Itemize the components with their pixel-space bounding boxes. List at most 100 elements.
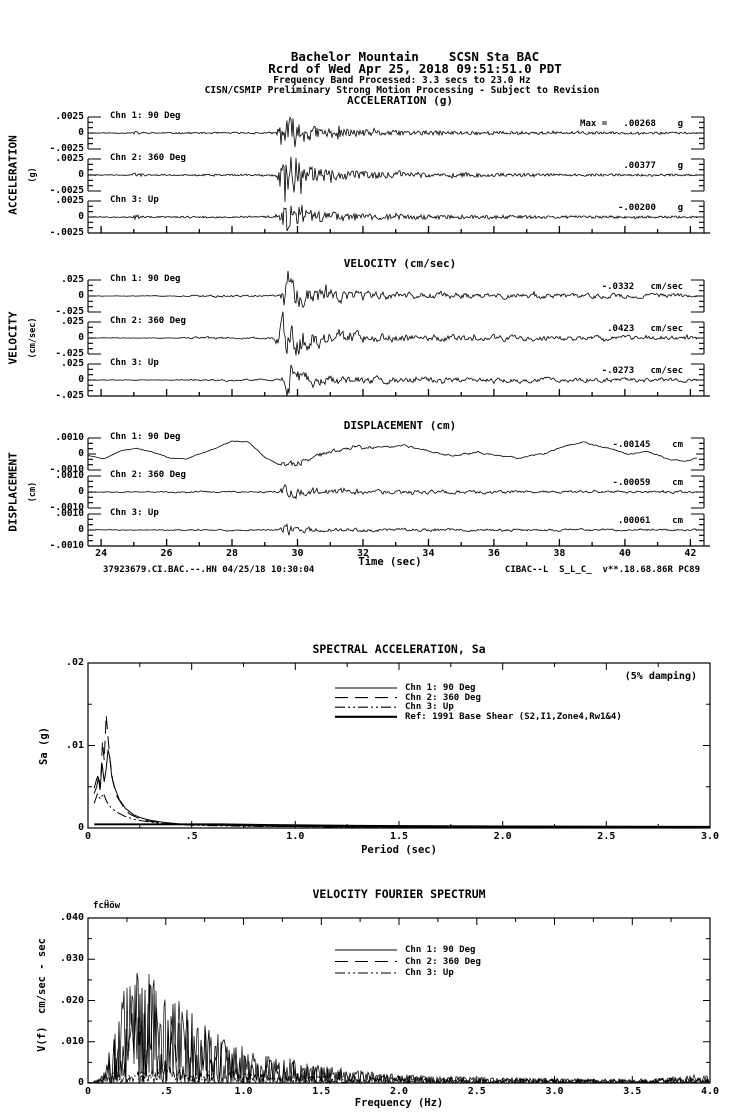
sa-legend-label-2: Chn 2: 360 Deg [405, 692, 481, 703]
acceleration-ch1-ytick-bottom: -.0025 [49, 143, 84, 154]
time-tick-label-26: 26 [160, 548, 173, 559]
fourier-xtick-1.5: 1.5 [312, 1086, 331, 1097]
velocity-ch3-channel-label: Chn 3: Up [110, 358, 159, 368]
fourier-xtick-3.0: 3.0 [545, 1086, 564, 1097]
displacement-ch2-right-axis-bracket [691, 475, 705, 509]
displacement-ch2-ytick-bottom: -.0010 [49, 502, 84, 513]
fc-cutoff-annotation: fcḦöw [93, 901, 121, 911]
acceleration-ch1-peak-annotation: Max = .00268 g [580, 119, 683, 129]
time-tick-label-28: 28 [226, 548, 239, 559]
side-units-velocity: (cm/sec) [27, 317, 38, 359]
damping-note: (5% damping) [624, 671, 697, 682]
fourier-ytick-0: 0 [77, 1077, 84, 1088]
sa-x-axis-label: Period (sec) [361, 844, 437, 856]
velocity-ch3-trace [87, 364, 698, 397]
acceleration-ch2-peak-annotation: .00377 g [623, 161, 683, 171]
displacement-ch2-peak-annotation: -.00059 cm [612, 478, 683, 488]
fourier-spectrum-chn-3-up [88, 1064, 710, 1085]
time-tick-label-42: 42 [684, 548, 697, 559]
sa-xtick-.5: .5 [185, 831, 198, 842]
displacement-ch3-ytick-top: .0010 [55, 508, 84, 519]
velocity-ch1-ytick-top: .025 [61, 274, 84, 285]
fourier-xtick-2.5: 2.5 [467, 1086, 486, 1097]
sa-xtick-1.5: 1.5 [389, 831, 409, 842]
side-label-displacement: DISPLACEMENT [6, 452, 20, 532]
velocity-ch3-ytick-top: .025 [61, 358, 84, 369]
displacement-ch1-ytick-zero: 0 [78, 448, 84, 459]
panel-title-acceleration: ACCELERATION (g) [347, 94, 453, 107]
sa-curve-ch1 [93, 749, 711, 828]
acceleration-ch3-right-axis-bracket [691, 200, 705, 234]
fourier-ytick-.010: .010 [59, 1035, 84, 1047]
acceleration-ch1-trace [87, 116, 698, 148]
fourier-legend-label-2: Chn 2: 360 Deg [405, 956, 481, 967]
time-tick-label-40: 40 [618, 548, 631, 559]
displacement-ch1-trace [87, 440, 698, 467]
sa-xtick-2.0: 2.0 [493, 831, 512, 842]
acceleration-ch3-channel-label: Chn 3: Up [110, 195, 159, 205]
acceleration-ch2-ytick-top: .0025 [55, 153, 84, 164]
acceleration-ch3-peak-annotation: -.00200 g [617, 203, 683, 213]
sa-xtick-1.0: 1.0 [286, 831, 305, 842]
sa-y-axis-label: Sa (g) [37, 727, 50, 765]
time-tick-label-36: 36 [487, 548, 500, 559]
displacement-ch1-ytick-bottom: -.0010 [49, 464, 84, 475]
time-tick-label-30: 30 [291, 548, 304, 559]
displacement-ch1-channel-label: Chn 1: 90 Deg [110, 432, 181, 442]
sa-plot-title: SPECTRAL ACCELERATION, Sa [312, 642, 486, 656]
velocity-ch2-channel-label: Chn 2: 360 Deg [110, 316, 186, 326]
panel-title-displacement: DISPLACEMENT (cm) [343, 419, 457, 432]
fourier-ytick-.020: .020 [59, 994, 84, 1006]
acceleration-ch2-ytick-bottom: -.0025 [49, 185, 84, 196]
sa-legend-label-3: Chn 3: Up [405, 702, 454, 713]
record-id-footer: 37923679.CI.BAC.--.HN 04/25/18 10:30:04 [103, 565, 315, 575]
acceleration-ch2-ytick-zero: 0 [78, 169, 84, 180]
fourier-spectrum-chn-2-360-deg [88, 973, 710, 1085]
velocity-ch3-peak-annotation: -.0273 cm/sec [601, 366, 683, 376]
time-tick-label-34: 34 [422, 548, 435, 559]
displacement-ch1-ytick-top: .0010 [55, 432, 84, 443]
displacement-ch3-ytick-zero: 0 [78, 524, 84, 535]
panel-title-velocity: VELOCITY (cm/sec) [343, 257, 457, 270]
velocity-ch1-peak-annotation: -.0332 cm/sec [601, 282, 683, 292]
sa-legend-label-1: Chn 1: 90 Deg [405, 683, 476, 693]
sa-xtick-3.0: 3.0 [700, 831, 720, 842]
acceleration-ch2-trace [87, 156, 698, 203]
station-title: Bachelor Mountain SCSN Sta BAC [290, 49, 540, 64]
acceleration-ch1-ytick-zero: 0 [78, 127, 84, 138]
sa-curve-ch2 [93, 714, 711, 828]
displacement-ch3-trace [87, 522, 698, 536]
velocity-ch3-ytick-bottom: -.025 [55, 390, 84, 401]
velocity-ch1-trace [87, 270, 698, 309]
side-units-acceleration: (g) [27, 167, 38, 183]
sa-ytick-.02: .02 [65, 657, 84, 668]
fourier-xtick-4.0: 4.0 [700, 1086, 720, 1097]
fourier-xtick-0: 0 [84, 1086, 92, 1097]
sa-curve-ch4 [94, 823, 711, 828]
velocity-ch2-ytick-top: .025 [61, 316, 84, 327]
velocity-ch2-trace [87, 311, 698, 356]
acceleration-time-axis [88, 226, 710, 234]
displacement-ch3-channel-label: Chn 3: Up [110, 508, 159, 518]
fourier-ytick-.040: .040 [59, 912, 84, 923]
displacement-ch1-peak-annotation: -.00145 cm [612, 440, 683, 450]
fourier-xtick-2.0: 2.0 [389, 1086, 409, 1097]
sa-curve-ch3 [93, 792, 711, 828]
sa-plot-frame [87, 662, 711, 829]
acceleration-ch1-ytick-top: .0025 [55, 111, 84, 122]
fourier-ytick-.030: .030 [59, 953, 84, 965]
sa-xtick-0: 0 [84, 831, 92, 842]
velocity-ch2-right-axis-bracket [691, 321, 705, 355]
side-label-acceleration: ACCELERATION [6, 135, 20, 215]
velocity-time-axis [88, 389, 710, 397]
displacement-ch2-trace [87, 484, 698, 500]
acceleration-ch3-trace [87, 204, 698, 232]
acceleration-ch2-right-axis-bracket [691, 158, 705, 192]
displacement-ch1-left-axis-bracket [87, 437, 101, 471]
displacement-ch3-peak-annotation: .00061 cm [617, 516, 683, 526]
velocity-ch1-ytick-bottom: -.025 [55, 306, 84, 317]
time-tick-label-24: 24 [95, 548, 108, 559]
velocity-ch1-channel-label: Chn 1: 90 Deg [110, 274, 181, 284]
